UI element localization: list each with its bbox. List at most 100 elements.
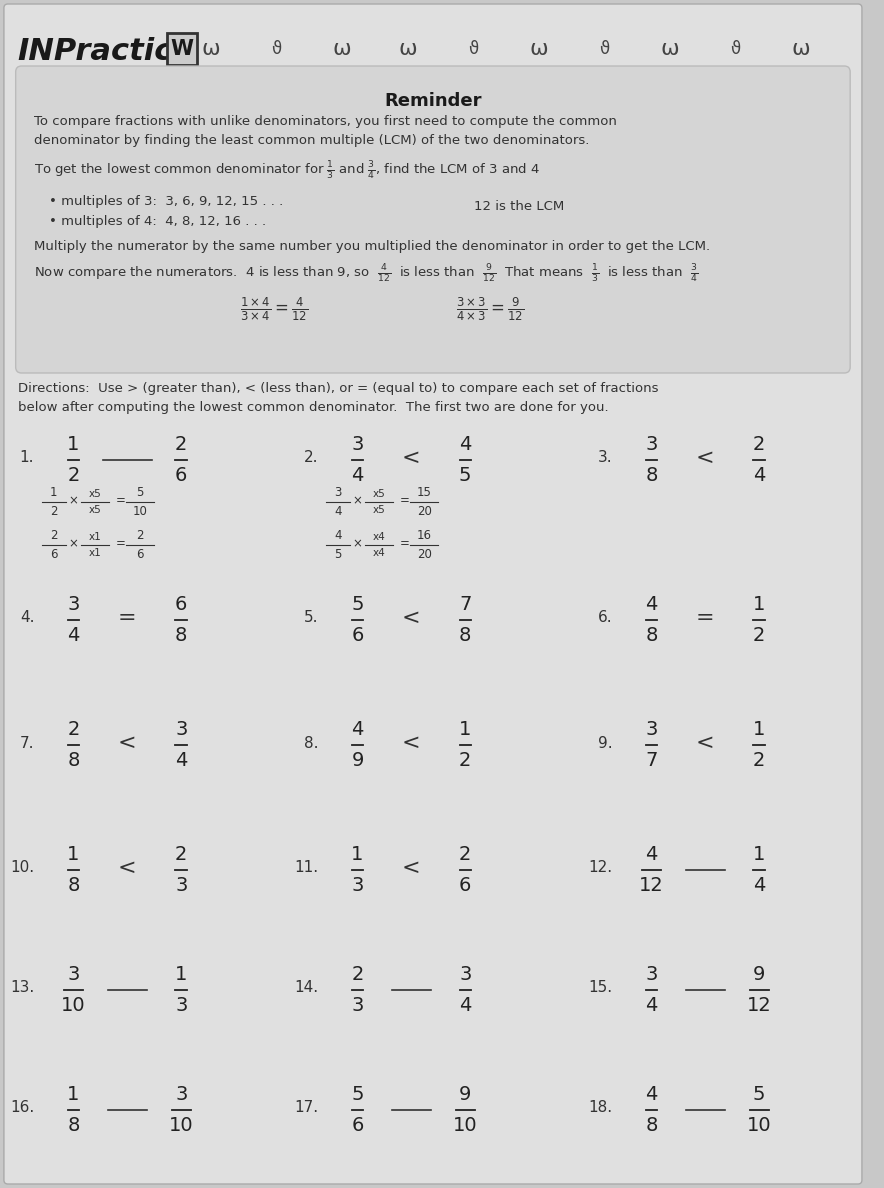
Text: 4: 4 [175,751,187,770]
Text: 1: 1 [67,845,80,864]
Text: 3: 3 [67,965,80,984]
Text: 3: 3 [351,435,363,454]
Text: 2: 2 [753,751,766,770]
Text: 10: 10 [453,1116,477,1135]
Text: 2: 2 [753,435,766,454]
Text: 2: 2 [67,720,80,739]
Text: 6: 6 [50,548,57,561]
Text: 12 is the LCM: 12 is the LCM [474,200,564,213]
Text: <: < [402,608,421,628]
Text: 8: 8 [175,626,187,645]
Text: 15: 15 [416,486,431,499]
Text: 8: 8 [459,626,471,645]
Text: 4: 4 [645,996,658,1015]
Text: 5: 5 [753,1085,766,1104]
Text: 10: 10 [169,1116,194,1135]
Text: 8: 8 [645,1116,658,1135]
Text: <: < [402,858,421,878]
Text: ×: × [69,494,79,507]
Text: 8: 8 [67,1116,80,1135]
Text: 8: 8 [67,876,80,895]
Text: ω: ω [398,39,416,59]
Text: ×: × [353,494,362,507]
Text: 2: 2 [50,505,57,518]
Text: 2: 2 [459,751,471,770]
Text: 2: 2 [67,466,80,485]
Text: 12: 12 [747,996,772,1015]
Text: 5: 5 [351,1085,363,1104]
Text: 4: 4 [459,435,471,454]
Text: 4: 4 [753,466,766,485]
Text: x5: x5 [373,489,385,499]
Text: 20: 20 [416,548,431,561]
Text: <: < [696,733,714,753]
Text: 4: 4 [645,595,658,614]
Text: ω: ω [530,39,548,59]
Text: 20: 20 [416,505,431,518]
Text: ω: ω [660,39,679,59]
Text: 4.: 4. [19,611,34,626]
Text: =: = [116,494,126,507]
Text: 9: 9 [753,965,766,984]
Text: ϑ: ϑ [271,40,281,58]
Text: 1: 1 [753,720,766,739]
Text: 4: 4 [645,845,658,864]
Text: =: = [696,608,714,628]
Text: 8: 8 [645,626,658,645]
Text: 17.: 17. [294,1100,318,1116]
Text: x5: x5 [88,505,102,516]
Text: =: = [118,608,137,628]
Text: 6: 6 [136,548,144,561]
Text: 2.: 2. [304,450,318,466]
Text: 9.: 9. [598,735,612,751]
Text: x5: x5 [373,505,385,516]
Text: 3: 3 [175,1085,187,1104]
Text: • multiples of 4:  4, 8, 12, 16 . . .: • multiples of 4: 4, 8, 12, 16 . . . [49,215,266,228]
Text: 4: 4 [334,529,342,542]
Text: 2: 2 [753,626,766,645]
Text: 2: 2 [459,845,471,864]
Text: 4: 4 [459,996,471,1015]
Text: 5: 5 [459,466,471,485]
Text: =: = [400,494,409,507]
Text: Directions:  Use > (greater than), < (less than), or = (equal to) to compare eac: Directions: Use > (greater than), < (les… [18,383,658,413]
Text: 1: 1 [753,845,766,864]
Text: 6: 6 [459,876,471,895]
Text: <: < [118,733,137,753]
Text: 3: 3 [351,876,363,895]
Text: 4: 4 [645,1085,658,1104]
Text: x5: x5 [88,489,102,499]
Text: 5: 5 [136,486,144,499]
Text: 16: 16 [416,529,431,542]
Text: To compare fractions with unlike denominators, you first need to compute the com: To compare fractions with unlike denomin… [34,115,617,147]
Text: 8: 8 [67,751,80,770]
Text: <: < [696,448,714,468]
Text: 5: 5 [351,595,363,614]
Text: ϑ: ϑ [468,40,478,58]
Text: 6: 6 [351,1116,363,1135]
Text: <: < [118,858,137,878]
Text: 6: 6 [351,626,363,645]
Text: ω: ω [202,39,220,59]
Text: x4: x4 [373,532,385,542]
Text: 4: 4 [351,466,363,485]
Text: $\frac{3 \times 3}{4 \times 3} = \frac{9}{12}$: $\frac{3 \times 3}{4 \times 3} = \frac{9… [455,296,524,323]
Text: x1: x1 [88,548,102,558]
Text: 18.: 18. [588,1100,612,1116]
Text: 10: 10 [133,505,148,518]
Text: Now compare the numerators.  4 is less than 9, so  $\frac{4}{12}$  is less than : Now compare the numerators. 4 is less th… [34,263,698,285]
Text: 3: 3 [67,595,80,614]
Text: 14.: 14. [294,980,318,996]
FancyBboxPatch shape [4,4,862,1184]
Text: 2: 2 [50,529,57,542]
Text: 3: 3 [645,435,658,454]
Text: $\frac{1 \times 4}{3 \times 4} = \frac{4}{12}$: $\frac{1 \times 4}{3 \times 4} = \frac{4… [240,296,309,323]
Text: 3: 3 [175,876,187,895]
Text: =: = [400,537,409,550]
Text: 2: 2 [175,845,187,864]
Text: 2: 2 [351,965,363,984]
Text: <: < [402,733,421,753]
Text: 8.: 8. [304,735,318,751]
Text: ϑ: ϑ [599,40,609,58]
Text: • multiples of 3:  3, 6, 9, 12, 15 . . .: • multiples of 3: 3, 6, 9, 12, 15 . . . [49,195,283,208]
